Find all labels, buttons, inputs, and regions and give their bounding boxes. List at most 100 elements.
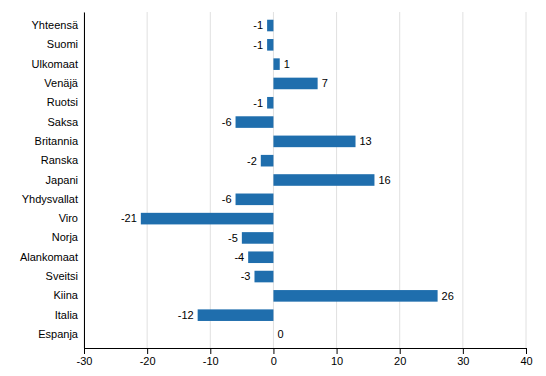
x-tick-mark (273, 348, 274, 354)
y-tick: Ranska (41, 154, 84, 166)
x-axis: -30 -20 -10 0 10 20 30 40 (77, 348, 533, 367)
y-tick-label: Sveitsi (46, 270, 78, 282)
bar (273, 58, 279, 70)
data-label: -5 (228, 232, 238, 244)
y-tick: Ruotsi (47, 96, 84, 108)
data-label: -6 (222, 116, 232, 128)
y-tick: Venäjä (44, 77, 84, 89)
bar (273, 174, 374, 186)
bar (236, 116, 274, 128)
data-label: 16 (378, 174, 390, 186)
y-tick-label: Saksa (47, 116, 78, 128)
bar (267, 20, 273, 32)
x-tick-label: 10 (331, 355, 343, 367)
y-tick: Yhteensä (32, 19, 84, 31)
x-tick: 20 (394, 348, 406, 367)
x-tick-mark (147, 348, 148, 354)
x-tick: -20 (140, 348, 156, 367)
data-label: -12 (178, 309, 194, 321)
y-tick: Japani (46, 174, 84, 186)
chart: -30-20-10010203040EspanjaItaliaKiinaSvei… (0, 0, 546, 376)
x-tick-label: 20 (394, 355, 406, 367)
y-tick-label: Ruotsi (47, 96, 78, 108)
bar (236, 194, 274, 206)
data-labels: 0-1226-3-4-5-21-616-213-6-171-1-1 (121, 19, 454, 340)
y-tick-label: Japani (46, 174, 78, 186)
grid-line (462, 12, 463, 348)
y-tick: Alankomaat (20, 251, 84, 263)
data-label: 1 (284, 58, 290, 70)
y-tick-label: Alankomaat (20, 251, 78, 263)
x-tick: 30 (457, 348, 469, 367)
y-tick: Italia (55, 309, 84, 321)
x-tick: 10 (331, 348, 343, 367)
y-axis-line (84, 13, 85, 349)
y-tick: Espanja (38, 328, 84, 340)
x-tick-mark (210, 348, 211, 354)
plot: -30-20-10010203040EspanjaItaliaKiinaSvei… (20, 12, 533, 367)
bar (273, 290, 437, 302)
bar (198, 309, 274, 321)
y-tick: Viro (59, 212, 84, 224)
bar (254, 271, 273, 283)
bar (242, 232, 274, 244)
data-label: -1 (253, 97, 263, 109)
y-tick: Suomi (47, 38, 84, 50)
y-tick-label: Ranska (41, 154, 79, 166)
x-tick-label: 40 (520, 355, 532, 367)
grid-line (526, 12, 527, 348)
y-tick: Sveitsi (46, 270, 84, 282)
bar (273, 78, 317, 90)
data-label: 26 (442, 290, 454, 302)
grid-line (147, 12, 148, 348)
data-label: -4 (234, 251, 244, 263)
y-tick-label: Kiina (54, 289, 79, 301)
y-tick-label: Norja (52, 231, 79, 243)
y-tick-label: Britannia (35, 135, 79, 147)
bar (261, 155, 274, 167)
y-tick: Norja (52, 231, 84, 243)
x-tick-label: -30 (77, 355, 93, 367)
data-label: -3 (241, 270, 251, 282)
bar (248, 251, 273, 263)
data-label: -1 (253, 39, 263, 51)
x-tick: -30 (77, 348, 93, 367)
y-tick-label: Ulkomaat (32, 58, 78, 70)
y-tick: Britannia (35, 135, 84, 147)
bar (273, 136, 355, 148)
x-tick-label: 0 (271, 355, 277, 367)
data-label: -2 (247, 155, 257, 167)
bars (141, 20, 438, 321)
y-tick-label: Yhdysvallat (22, 193, 78, 205)
y-tick-label: Espanja (38, 328, 79, 340)
data-label: -6 (222, 193, 232, 205)
bar (267, 39, 273, 51)
grid-line (84, 12, 85, 348)
x-tick: 40 (520, 348, 532, 367)
x-tick-mark (400, 348, 401, 354)
data-label: 7 (322, 77, 328, 89)
y-tick: Saksa (47, 116, 84, 128)
x-tick-label: -10 (203, 355, 219, 367)
grid-line (210, 12, 211, 348)
y-tick-label: Viro (59, 212, 78, 224)
x-axis-line (85, 349, 527, 355)
y-axis: Espanja Italia Kiina Sveitsi Alankomaat Norja… (20, 13, 85, 349)
bar (273, 329, 274, 341)
bar (141, 213, 274, 225)
y-tick-label: Yhteensä (32, 19, 79, 31)
x-tick-mark (526, 348, 527, 354)
x-tick-label: -20 (140, 355, 156, 367)
x-tick-mark (463, 348, 464, 354)
y-tick-label: Venäjä (44, 77, 79, 89)
bar (267, 97, 273, 109)
data-label: 0 (277, 328, 283, 340)
y-tick: Yhdysvallat (22, 193, 84, 205)
x-tick-mark (84, 348, 85, 354)
x-tick: 0 (271, 348, 277, 367)
data-label: -1 (253, 19, 263, 31)
y-tick: Kiina (54, 289, 84, 301)
y-tick-label: Suomi (47, 38, 78, 50)
x-tick-mark (337, 348, 338, 354)
grid (84, 12, 526, 348)
